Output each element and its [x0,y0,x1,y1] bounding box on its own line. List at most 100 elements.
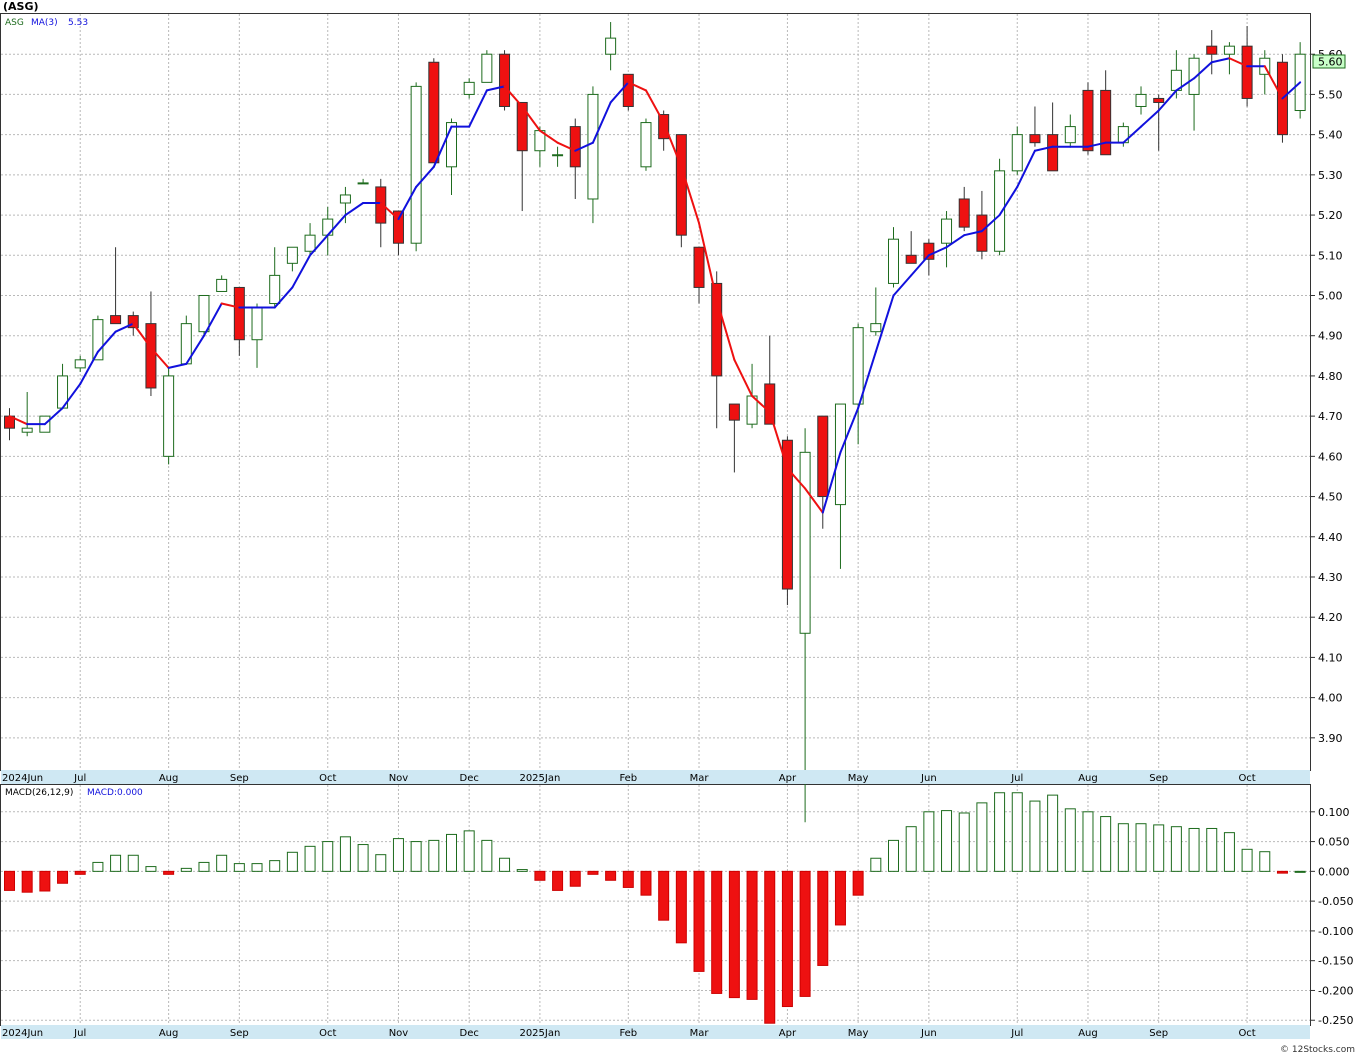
x-tick-label: May [848,1028,869,1039]
candle-body [888,238,899,284]
ma-segment [43,407,64,426]
macd-bar [781,870,793,1008]
candle-body [870,323,882,333]
ma-segment [344,202,365,217]
candle-body [1100,89,1112,156]
macd-bar [127,854,139,872]
macd-bar [552,870,564,891]
macd-tick-label: -0.150 [1318,955,1353,968]
candle-body [817,415,829,498]
x-tick-label: Aug [1078,1028,1098,1039]
ma-segment [751,395,771,414]
macd-bar [357,844,369,872]
ma-segment [945,234,966,249]
price-tick-label: 5.20 [1318,209,1343,222]
candle [375,178,387,248]
macd-bar [605,870,617,881]
x-tick-label: Mar [690,1028,710,1039]
x-tick-label: Sep [230,773,249,784]
candle [569,118,581,199]
ma-segment [733,358,754,398]
x-tick-label: Jul [73,773,86,784]
candle [728,403,740,473]
candle-body [392,210,404,244]
ma-segment [839,407,860,454]
candle-body [446,122,457,168]
macd-bar [110,854,122,872]
candle-body [216,278,228,292]
macd-tick-label: -0.250 [1318,1014,1353,1027]
candle [481,50,493,83]
ma-segment [309,234,329,257]
ma-segment [538,129,559,144]
ma-segment [61,382,82,410]
ma-segment [326,214,347,237]
price-candles [4,22,1306,823]
macd-bar [499,857,511,872]
ma-segment [1140,109,1160,128]
ma-segment [715,298,736,361]
x-tick-label: Mar [690,773,710,784]
candle-body [286,246,298,264]
price-tick-label: 5.00 [1318,289,1343,302]
candle-body [711,282,723,377]
ma-segment [149,346,170,369]
macd-bar [905,826,917,872]
ma-segment [821,451,842,514]
ma-segment [397,185,418,221]
ma-segment [79,350,99,385]
ma-segment [556,141,577,152]
candle-body [410,85,422,244]
ma-segment [8,415,29,426]
ma-segment [698,222,718,301]
candle-body [976,214,988,252]
candle [994,158,1006,256]
macd-bar [799,870,811,997]
ma-segment [415,165,435,188]
ma-segment [786,467,807,490]
price-tick-label: 4.90 [1318,330,1343,343]
ma-segment [273,286,294,309]
ma-segment [963,230,983,237]
candle-body [428,61,440,164]
moving-average-line [8,57,1302,514]
macd-tick-label: -0.200 [1318,984,1353,997]
macd-bar [888,839,899,872]
macd-bar [764,870,776,1024]
macd-bar [941,810,953,872]
macd-bar [304,845,316,872]
candle-body [163,375,175,457]
candle [870,287,882,336]
candle [233,286,245,356]
candle [781,436,793,606]
candle [357,178,369,185]
x-tick-label: Dec [460,1028,479,1039]
x-tick-label: 2025Jan [519,1028,560,1039]
macd-bar [834,870,846,926]
candle-body [357,182,369,185]
macd-bar [1241,848,1253,872]
macd-bar [1082,811,1094,872]
macd-bar [375,854,387,872]
candle [516,101,528,212]
candle-body [852,327,864,405]
candle [1188,54,1200,131]
macd-bar [958,812,970,872]
price-tick-label: 4.50 [1318,491,1343,504]
macd-bar [1206,827,1218,872]
last-value-label: 5.60 [1318,56,1343,69]
price-tick-label: 4.60 [1318,450,1343,463]
legend-ma-label: MA(3) [31,18,58,28]
candle [499,50,511,111]
ma-segment [185,334,205,365]
macd-bar [658,870,670,921]
candle-body [251,307,263,341]
candle-body [1153,97,1165,103]
macd-bar [1047,794,1059,872]
macd-bar [1294,870,1306,873]
x-tick-label: 2024Jun [2,1028,43,1039]
macd-bar [198,861,210,872]
price-tick-label: 4.00 [1318,692,1343,705]
candle-body [145,323,157,389]
candle-body [781,439,793,590]
